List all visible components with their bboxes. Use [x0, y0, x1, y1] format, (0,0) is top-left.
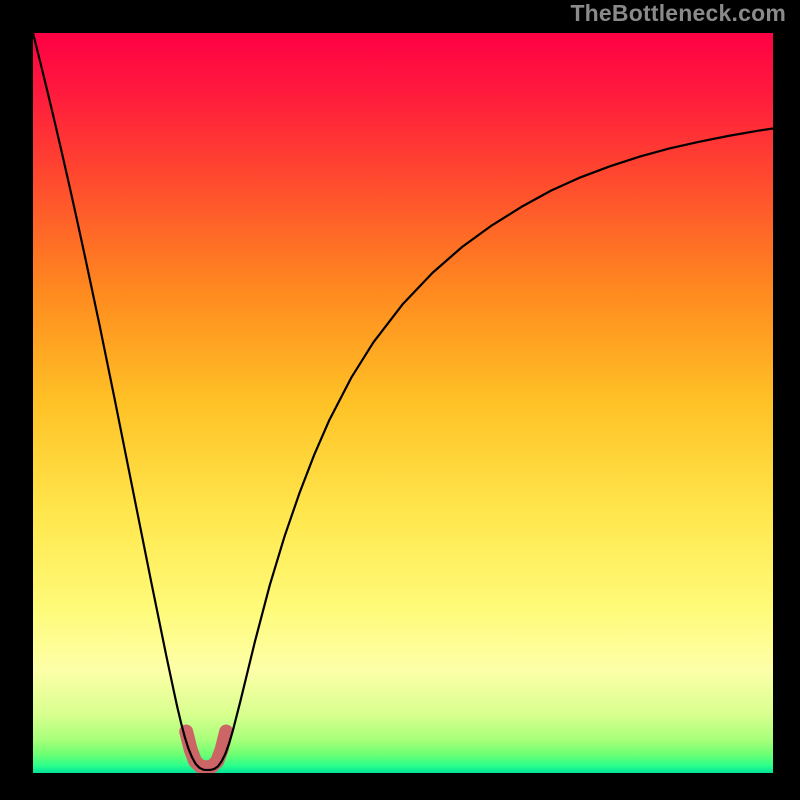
watermark-text: TheBottleneck.com	[570, 0, 786, 27]
gradient-background	[33, 33, 773, 773]
chart-frame: TheBottleneck.com	[0, 0, 800, 800]
chart-svg	[33, 33, 773, 773]
plot-area	[33, 33, 773, 773]
